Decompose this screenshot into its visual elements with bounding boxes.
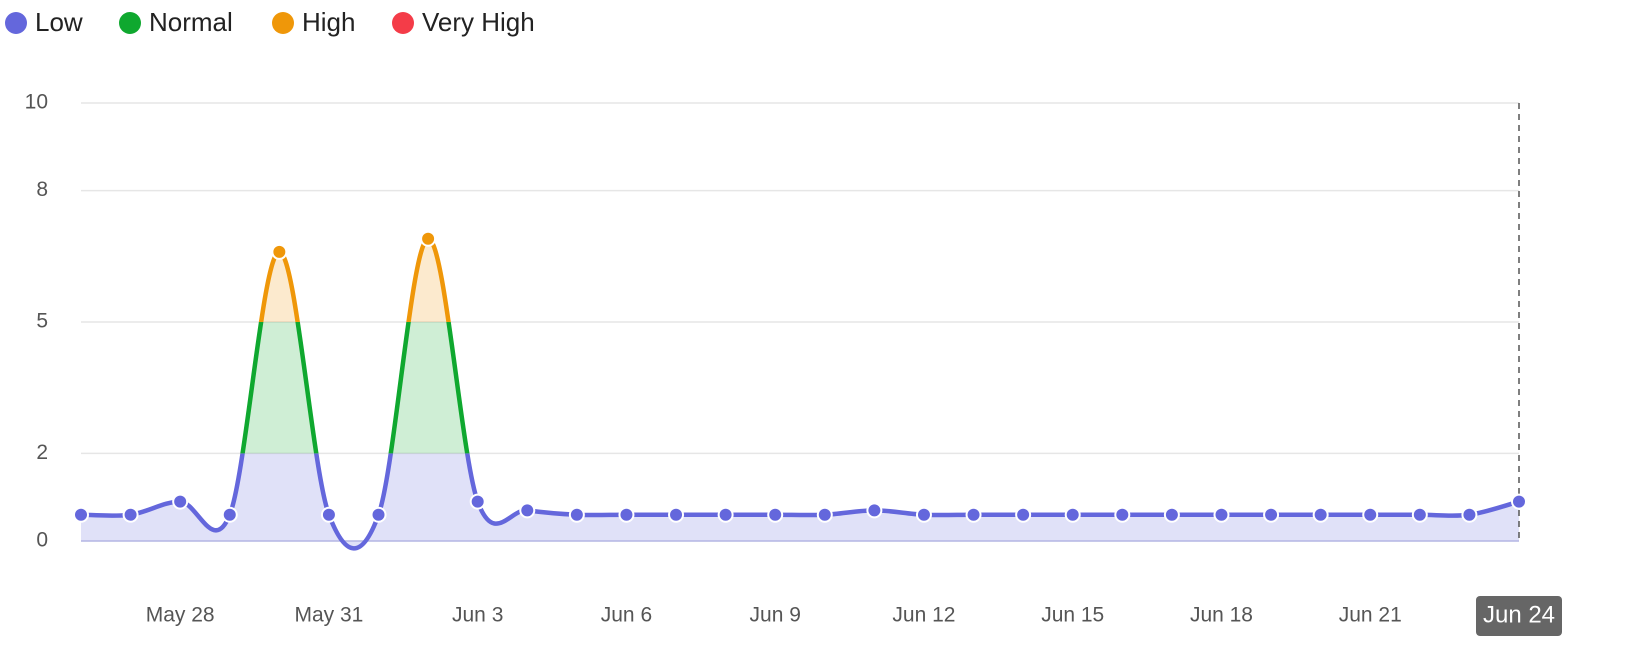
point [866, 502, 883, 519]
y-tick-label: 10 [25, 91, 48, 114]
area [261, 238, 449, 322]
point [1461, 506, 1478, 523]
legend-label: Normal [149, 7, 233, 37]
point [1015, 506, 1032, 523]
legend-marker [392, 12, 414, 34]
point [469, 493, 486, 510]
x-tick-label: May 28 [146, 604, 215, 627]
y-tick-label: 2 [36, 441, 48, 464]
point [568, 506, 585, 523]
legend-marker [119, 12, 141, 34]
point [965, 506, 982, 523]
point [320, 506, 337, 523]
legend-marker [272, 12, 294, 34]
point [767, 506, 784, 523]
point [1362, 506, 1379, 523]
point [717, 506, 734, 523]
x-tick-label: Jun 24 [1483, 601, 1555, 628]
point [73, 506, 89, 523]
point [122, 506, 139, 523]
point [816, 506, 833, 523]
x-tooltip-box [1476, 596, 1562, 636]
point [1114, 506, 1131, 523]
point [420, 230, 437, 247]
x-tick-label: Jun 18 [1190, 604, 1253, 627]
legend-label: High [302, 7, 355, 37]
point [1163, 506, 1180, 523]
area [242, 322, 468, 454]
point [172, 493, 189, 510]
point [1064, 506, 1081, 523]
point [221, 506, 238, 523]
x-tick-label: Jun 3 [452, 604, 503, 627]
y-tick-label: 5 [36, 310, 48, 333]
x-tick-label: Jun 12 [892, 604, 955, 627]
point [370, 506, 387, 523]
x-tick-label: Jun 6 [601, 604, 652, 627]
legend-marker [5, 12, 27, 34]
point [1411, 506, 1428, 523]
area [81, 453, 1519, 549]
point [915, 506, 932, 523]
point [271, 243, 288, 260]
point [668, 506, 685, 523]
x-tick-label: Jun 9 [750, 604, 801, 627]
point [519, 502, 536, 519]
point [1263, 506, 1280, 523]
x-tick-label: Jun 21 [1339, 604, 1402, 627]
point [1511, 493, 1527, 510]
y-tick-label: 8 [36, 178, 48, 201]
line [258, 236, 451, 322]
legend-label: Low [35, 7, 83, 37]
legend-label: Very High [422, 7, 535, 37]
point [1312, 506, 1329, 523]
x-tick-label: Jun 15 [1041, 604, 1104, 627]
point [1213, 506, 1230, 523]
x-tick-label: May 31 [294, 604, 363, 627]
point [618, 506, 635, 523]
y-tick-label: 0 [36, 529, 48, 552]
